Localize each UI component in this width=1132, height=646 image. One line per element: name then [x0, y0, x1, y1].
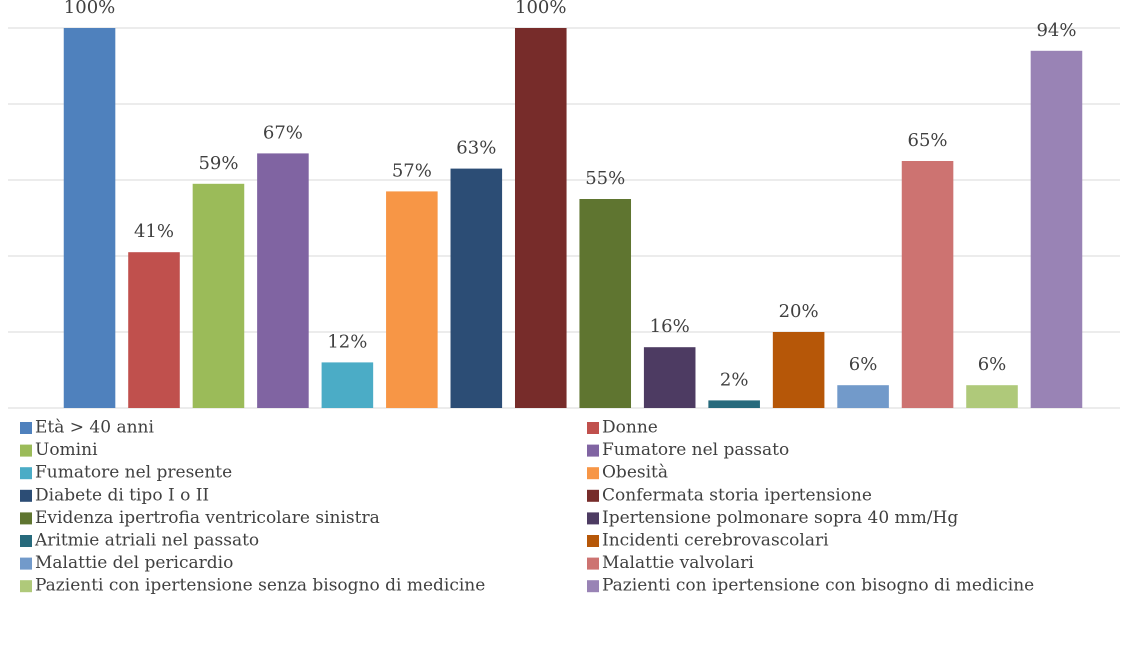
legend-label: Uomini — [35, 440, 98, 460]
legend-swatch — [20, 512, 32, 525]
legend-swatch — [587, 535, 599, 547]
legend-swatch — [20, 444, 32, 457]
legend-label: Incidenti cerebrovascolari — [602, 531, 829, 551]
bar — [386, 191, 438, 408]
bar — [192, 183, 245, 408]
data-label: 100% — [64, 0, 115, 18]
data-label: 41% — [134, 221, 174, 242]
legend-swatch — [20, 580, 32, 593]
legend-label: Fumatore nel passato — [602, 440, 789, 460]
legend-swatch — [587, 489, 599, 502]
legend-swatch — [587, 512, 599, 525]
bar — [257, 153, 309, 408]
data-label: 20% — [779, 301, 819, 322]
bar — [643, 347, 696, 408]
legend-label: Pazienti con ipertensione senza bisogno … — [35, 576, 485, 596]
bar — [837, 385, 889, 408]
legend-swatch — [587, 467, 599, 480]
bar — [901, 161, 954, 408]
data-label: 57% — [392, 160, 432, 181]
bar — [63, 28, 116, 408]
bar — [1030, 50, 1083, 409]
bar — [579, 199, 632, 408]
data-label: 94% — [1036, 20, 1076, 41]
legend-label: Obesità — [602, 463, 668, 483]
bar — [772, 332, 825, 408]
legend-label: Evidenza ipertrofia ventricolare sinistr… — [35, 508, 380, 528]
legend-swatch — [20, 489, 32, 502]
data-label: 65% — [908, 130, 948, 151]
legend-label: Malattie valvolari — [602, 553, 754, 573]
data-label: 59% — [198, 153, 238, 174]
bar — [450, 168, 503, 408]
legend-label: Donne — [602, 418, 658, 438]
legend-swatch — [587, 580, 599, 593]
bar — [966, 385, 1018, 408]
data-label: 100% — [515, 0, 566, 18]
legend-swatch — [20, 422, 32, 434]
legend-swatch — [587, 422, 599, 434]
data-label: 2% — [720, 369, 749, 390]
legend-swatch — [20, 557, 32, 570]
legend-label: Pazienti con ipertensione con bisogno di… — [602, 576, 1034, 596]
legend-label: Malattie del pericardio — [35, 553, 233, 573]
data-label: 63% — [456, 138, 496, 159]
data-label: 6% — [978, 354, 1007, 375]
bar — [708, 400, 760, 408]
legend-swatch — [20, 535, 32, 547]
data-label: 67% — [263, 122, 303, 143]
bar — [128, 252, 180, 408]
legend-swatch — [587, 444, 599, 457]
legend-swatch — [587, 557, 599, 570]
bar — [321, 362, 374, 408]
legend-label: Diabete di tipo I o II — [35, 485, 209, 505]
legend-swatch — [20, 467, 32, 480]
legend-label: Ipertensione polmonare sopra 40 mm/Hg — [602, 508, 958, 528]
data-label: 16% — [650, 316, 690, 337]
data-label: 12% — [327, 331, 367, 352]
bar — [514, 28, 567, 408]
data-label: 6% — [849, 354, 878, 375]
legend-label: Confermata storia ipertensione — [602, 485, 872, 505]
legend-label: Fumatore nel presente — [35, 463, 232, 483]
legend-label: Età > 40 anni — [35, 418, 154, 438]
data-label: 55% — [585, 168, 625, 189]
legend-label: Aritmie atriali nel passato — [34, 531, 259, 551]
